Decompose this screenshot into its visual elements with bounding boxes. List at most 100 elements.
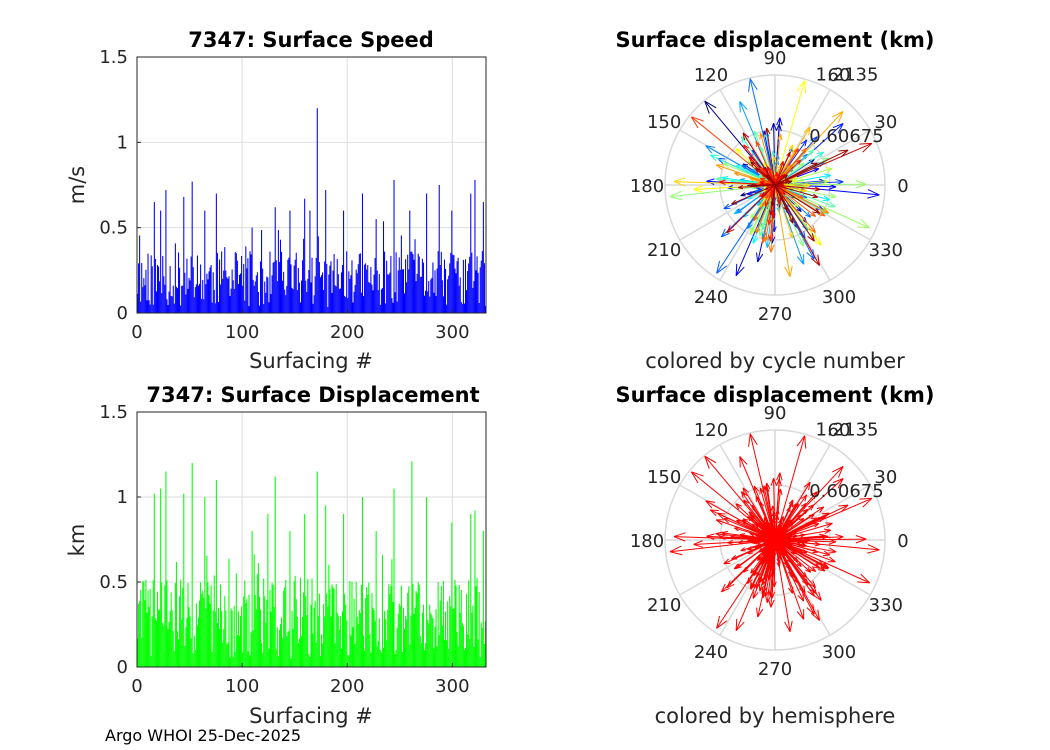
displacement-bar bbox=[151, 616, 153, 667]
speed-bar bbox=[341, 265, 344, 313]
displacement-bar bbox=[376, 646, 378, 667]
speed-bar bbox=[148, 300, 150, 313]
displacement-bar bbox=[215, 480, 217, 667]
speed-bar bbox=[165, 190, 167, 313]
compass-cycle-vector bbox=[669, 184, 776, 201]
displacement-bar bbox=[244, 580, 246, 667]
speed-bar bbox=[208, 271, 210, 313]
displacement-bar bbox=[160, 488, 162, 667]
compass-hemisphere-vector bbox=[731, 539, 776, 560]
displacement-bar bbox=[202, 590, 204, 667]
displacement-bar bbox=[449, 596, 451, 667]
speed-bar bbox=[460, 302, 462, 313]
displacement-bar bbox=[350, 635, 352, 667]
compass-cycle-vector bbox=[731, 184, 776, 205]
displacement-bar bbox=[212, 610, 214, 667]
speed-bar bbox=[250, 254, 252, 313]
speed-bar bbox=[186, 258, 188, 313]
speed-bar bbox=[356, 273, 358, 313]
speed-bar bbox=[205, 284, 207, 313]
displacement-bar bbox=[253, 554, 255, 667]
speed-bar bbox=[298, 282, 300, 313]
speed-bar bbox=[281, 251, 283, 313]
displacement-bar bbox=[203, 597, 205, 667]
displacement-bar bbox=[441, 625, 443, 667]
speed-bar bbox=[311, 257, 313, 313]
speed-bar bbox=[167, 305, 169, 313]
displacement-bar bbox=[172, 631, 174, 667]
speed-bar bbox=[440, 251, 442, 313]
speed-bar bbox=[262, 268, 264, 313]
speed-bar bbox=[278, 262, 280, 313]
displacement-bar bbox=[468, 580, 470, 667]
displacement-bar bbox=[439, 600, 441, 667]
displacement-bar bbox=[371, 593, 373, 667]
displacement-bar bbox=[417, 582, 419, 667]
displacement-bar bbox=[386, 640, 388, 667]
speed-bar bbox=[401, 269, 403, 313]
compass-cycle-radius-label: 1.2135 bbox=[815, 65, 878, 86]
speed-bar bbox=[334, 285, 336, 313]
speed-bar bbox=[309, 210, 311, 313]
speed-bar bbox=[453, 255, 455, 313]
displacement-y-tick-label: 1.5 bbox=[99, 402, 128, 423]
displacement-bar bbox=[294, 575, 296, 667]
displacement-bar bbox=[406, 619, 408, 667]
displacement-bar bbox=[481, 627, 483, 667]
compass-hemisphere-vector bbox=[764, 482, 776, 541]
compass-cycle-vector bbox=[774, 142, 873, 186]
displacement-bar bbox=[273, 606, 275, 667]
displacement-bar bbox=[150, 655, 152, 667]
speed-bar bbox=[267, 277, 269, 313]
displacement-bar bbox=[473, 646, 475, 667]
speed-bar bbox=[187, 288, 189, 313]
compass-hemisphere-vector bbox=[770, 539, 776, 562]
speed-bar bbox=[300, 280, 303, 313]
speed-bar bbox=[284, 289, 286, 313]
compass-hemisphere-vector bbox=[774, 529, 788, 541]
displacement-bar bbox=[240, 616, 242, 667]
speed-bar bbox=[302, 260, 304, 313]
displacement-bar bbox=[182, 587, 184, 667]
displacement-bar bbox=[332, 587, 334, 667]
displacement-bar bbox=[414, 607, 416, 667]
speed-bar bbox=[287, 259, 289, 313]
speed-bar bbox=[411, 251, 413, 313]
displacement-bar bbox=[347, 655, 349, 667]
speed-bar bbox=[428, 281, 430, 313]
speed-bar bbox=[357, 264, 359, 313]
displacement-bar bbox=[398, 603, 400, 667]
displacement-bar bbox=[469, 638, 471, 667]
displacement-bar bbox=[370, 652, 372, 667]
displacement-bar bbox=[319, 655, 321, 667]
displacement-bar bbox=[392, 602, 394, 667]
displacement-bar bbox=[429, 604, 431, 667]
speed-bar bbox=[368, 281, 370, 313]
compass-hemisphere-angle-label: 60 bbox=[828, 420, 851, 441]
speed-bar bbox=[452, 254, 454, 313]
displacement-bar bbox=[411, 461, 413, 667]
speed-bar bbox=[142, 287, 144, 313]
speed-bar bbox=[210, 265, 212, 313]
displacement-bar bbox=[381, 555, 383, 667]
compass-hemisphere-vector bbox=[726, 539, 776, 589]
displacement-bar bbox=[413, 613, 415, 667]
speed-bar bbox=[339, 288, 341, 313]
displacement-bar bbox=[224, 596, 226, 667]
displacement-bar bbox=[333, 588, 335, 667]
compass-cycle-spoke bbox=[679, 184, 776, 241]
displacement-bar bbox=[440, 586, 442, 667]
compass-cycle-angle-label: 150 bbox=[647, 112, 681, 133]
speed-bar bbox=[330, 261, 332, 313]
displacement-bar bbox=[155, 620, 157, 667]
displacement-bar bbox=[246, 599, 248, 667]
speed-bar bbox=[436, 268, 438, 313]
speed-bar bbox=[305, 280, 307, 313]
compass-cycle-title: Surface displacement (km) bbox=[615, 28, 934, 52]
displacement-bar bbox=[174, 582, 176, 667]
speed-bar bbox=[446, 304, 448, 313]
compass-cycle-vector bbox=[734, 172, 776, 186]
compass-hemisphere-vector bbox=[774, 539, 821, 547]
speed-bar bbox=[437, 251, 439, 313]
displacement-bar bbox=[194, 649, 196, 667]
